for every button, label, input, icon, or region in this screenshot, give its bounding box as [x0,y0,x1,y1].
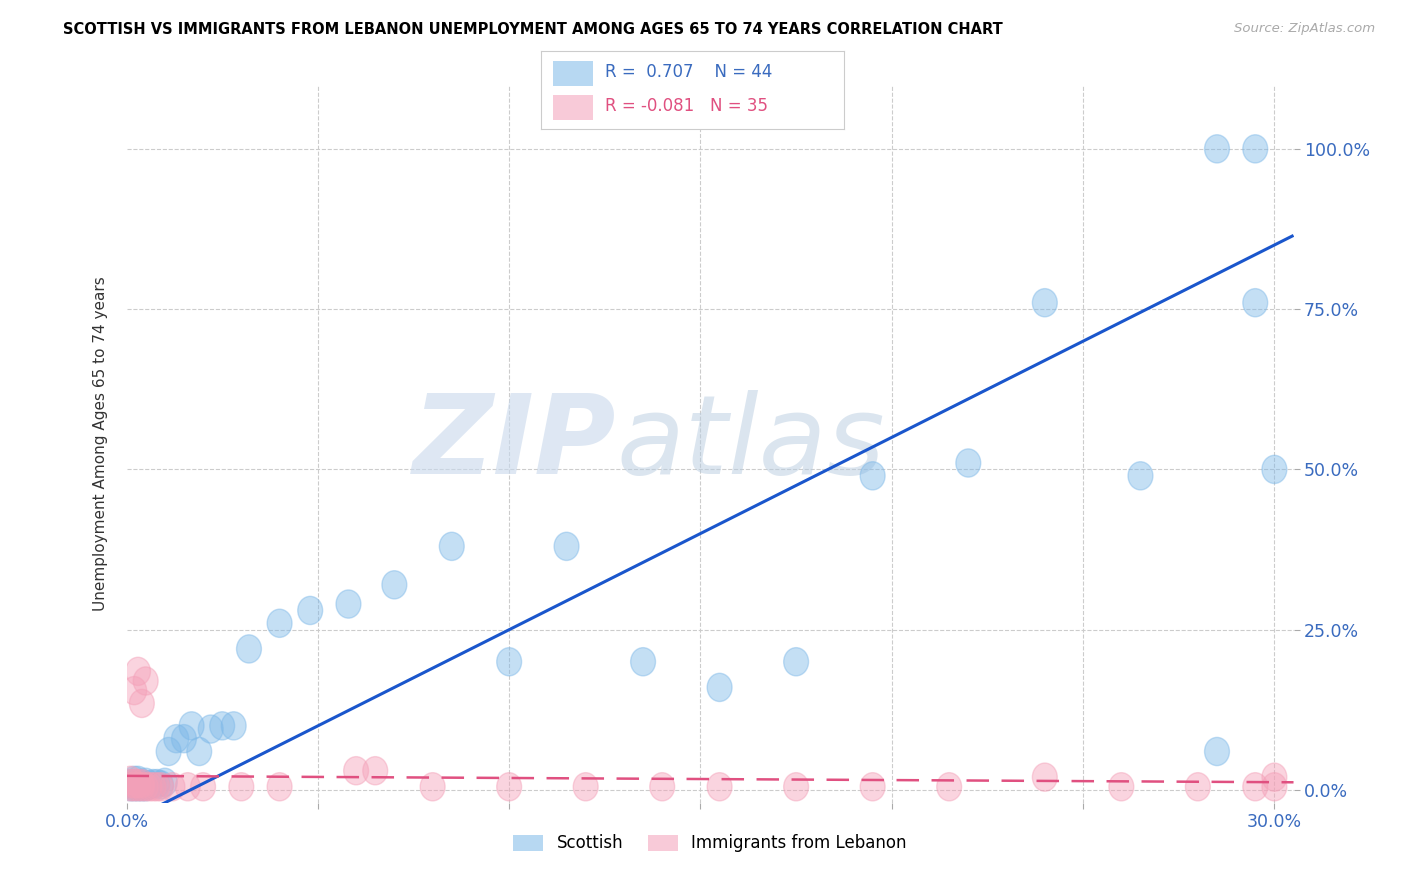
Bar [554,95,593,120]
Text: Source: ZipAtlas.com: Source: ZipAtlas.com [1234,22,1375,36]
Y-axis label: Unemployment Among Ages 65 to 74 years: Unemployment Among Ages 65 to 74 years [93,277,108,611]
Legend: Scottish, Immigrants from Lebanon: Scottish, Immigrants from Lebanon [506,828,914,859]
Text: SCOTTISH VS IMMIGRANTS FROM LEBANON UNEMPLOYMENT AMONG AGES 65 TO 74 YEARS CORRE: SCOTTISH VS IMMIGRANTS FROM LEBANON UNEM… [63,22,1002,37]
Text: atlas: atlas [617,391,886,497]
Bar [554,61,593,87]
Text: ZIP: ZIP [413,391,617,497]
Text: R =  0.707    N = 44: R = 0.707 N = 44 [605,63,772,81]
Text: R = -0.081   N = 35: R = -0.081 N = 35 [605,97,768,115]
